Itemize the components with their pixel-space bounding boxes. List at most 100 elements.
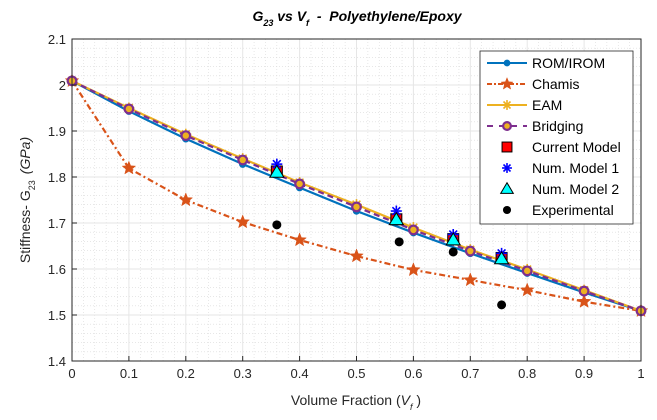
- legend-box: [479, 50, 634, 225]
- legend-marker: [499, 181, 515, 194]
- data-point-chamis: [462, 272, 478, 287]
- legend-item-rom-irom: ROM/IROM: [487, 55, 605, 71]
- marker-star: [500, 77, 514, 90]
- legend-label: Chamis: [532, 76, 579, 92]
- marker-dot: [503, 59, 511, 67]
- marker-triangle: [493, 250, 510, 265]
- data-point-experimental: [448, 247, 458, 257]
- y-tick-label: 2: [59, 78, 66, 93]
- marker-circle: [294, 178, 306, 190]
- x-ticks: 0 0.1 0.2 0.3 0.4 0.5 0.6 0.7 0.8 0.9 1: [68, 356, 645, 381]
- data-point-bridging: [123, 103, 135, 115]
- marker-triangle: [499, 181, 515, 194]
- chart-title: G23 vs Vf - Polyethylene/Epoxy: [252, 8, 462, 28]
- marker-triangle: [445, 232, 462, 246]
- legend-label: ROM/IROM: [532, 55, 605, 71]
- series-line-chamis: [71, 80, 642, 312]
- marker-square: [501, 141, 513, 153]
- legend-marker: [502, 100, 512, 110]
- series-num-model-2: [268, 164, 510, 265]
- marker-asterisk-stroke: [502, 163, 512, 173]
- data-point-experimental: [272, 220, 282, 230]
- series-layer: [64, 73, 649, 318]
- marker-star: [349, 248, 364, 263]
- marker-filled-circle: [394, 237, 404, 247]
- x-tick-label: 0.7: [461, 366, 479, 381]
- legend-label: Experimental: [532, 202, 614, 218]
- marker-circle: [180, 130, 192, 142]
- y-axis-label: Stiffness- G23(GPa): [17, 137, 37, 263]
- legend-label: Num. Model 2: [532, 181, 619, 197]
- series-num-model-1: [271, 158, 508, 259]
- data-point-bridging: [294, 178, 306, 190]
- marker-circle: [351, 201, 362, 213]
- legend-marker: [503, 59, 511, 67]
- legend-marker: [502, 121, 512, 131]
- data-point-chamis: [349, 248, 364, 263]
- legend-label: Current Model: [532, 139, 621, 155]
- y-tick-label: 2.1: [48, 32, 66, 47]
- y-tick-label: 1.6: [48, 262, 66, 277]
- marker-star: [121, 160, 137, 175]
- legend-item-current-model: Current Model: [501, 139, 621, 155]
- legend-marker: [500, 77, 514, 90]
- marker-triangle: [268, 164, 285, 178]
- data-point-chamis: [406, 262, 421, 277]
- x-tick-label: 0.5: [347, 366, 365, 381]
- marker-star: [576, 294, 592, 308]
- marker-circle: [237, 154, 249, 166]
- x-tick-label: 0.2: [177, 366, 195, 381]
- y-tick-label: 1.9: [48, 124, 66, 139]
- marker-asterisk-stroke: [272, 159, 282, 169]
- data-point-chamis: [292, 232, 307, 247]
- marker-star: [462, 272, 478, 287]
- x-tick-label: 0: [68, 366, 75, 381]
- marker-circle: [521, 265, 533, 277]
- data-point-bridging: [464, 245, 476, 257]
- series-bridging: [66, 75, 647, 317]
- data-point-experimental: [394, 237, 404, 247]
- data-point-chamis: [235, 214, 251, 229]
- data-point-chamis: [178, 192, 194, 207]
- marker-circle: [578, 285, 590, 297]
- data-point-num-model-2: [388, 211, 405, 226]
- legend-item-num-model-2: Num. Model 2: [499, 181, 619, 197]
- data-point-experimental: [497, 300, 507, 310]
- x-tick-label: 0.3: [234, 366, 252, 381]
- marker-filled-circle: [272, 220, 282, 230]
- legend-label: Num. Model 1: [532, 160, 619, 176]
- legend-marker: [502, 205, 512, 215]
- legend-item-experimental: Experimental: [502, 202, 614, 218]
- legend-item-eam: EAM: [487, 97, 562, 113]
- marker-circle: [502, 121, 512, 131]
- x-tick-label: 0.4: [291, 366, 309, 381]
- data-point-bridging: [351, 201, 362, 213]
- data-point-bridging: [237, 154, 249, 166]
- legend-marker: [501, 141, 513, 153]
- data-point-bridging: [180, 130, 192, 142]
- marker-star: [519, 282, 535, 297]
- marker-circle: [464, 245, 476, 257]
- marker-triangle: [388, 211, 405, 226]
- series-experimental: [272, 220, 507, 310]
- legend-label: Bridging: [532, 118, 583, 134]
- legend-label: EAM: [532, 97, 562, 113]
- x-tick-label: 0.6: [404, 366, 422, 381]
- marker-star: [178, 192, 194, 207]
- marker-circle: [123, 103, 135, 115]
- marker-star: [406, 262, 421, 277]
- x-tick-label: 0.1: [120, 366, 138, 381]
- x-axis-label: Volume Fraction (Vf ): [291, 392, 421, 412]
- data-point-num-model-2: [445, 232, 462, 246]
- marker-asterisk-stroke: [502, 100, 512, 110]
- data-point-chamis: [121, 160, 137, 175]
- data-point-bridging: [408, 224, 419, 236]
- y-tick-label: 1.7: [48, 216, 66, 231]
- data-point-num-model-2: [268, 164, 285, 178]
- data-point-num-model-2: [493, 250, 510, 265]
- marker-star: [292, 232, 307, 247]
- x-tick-label: 1: [637, 366, 644, 381]
- x-tick-label: 0.8: [518, 366, 536, 381]
- x-tick-label: 0.9: [575, 366, 593, 381]
